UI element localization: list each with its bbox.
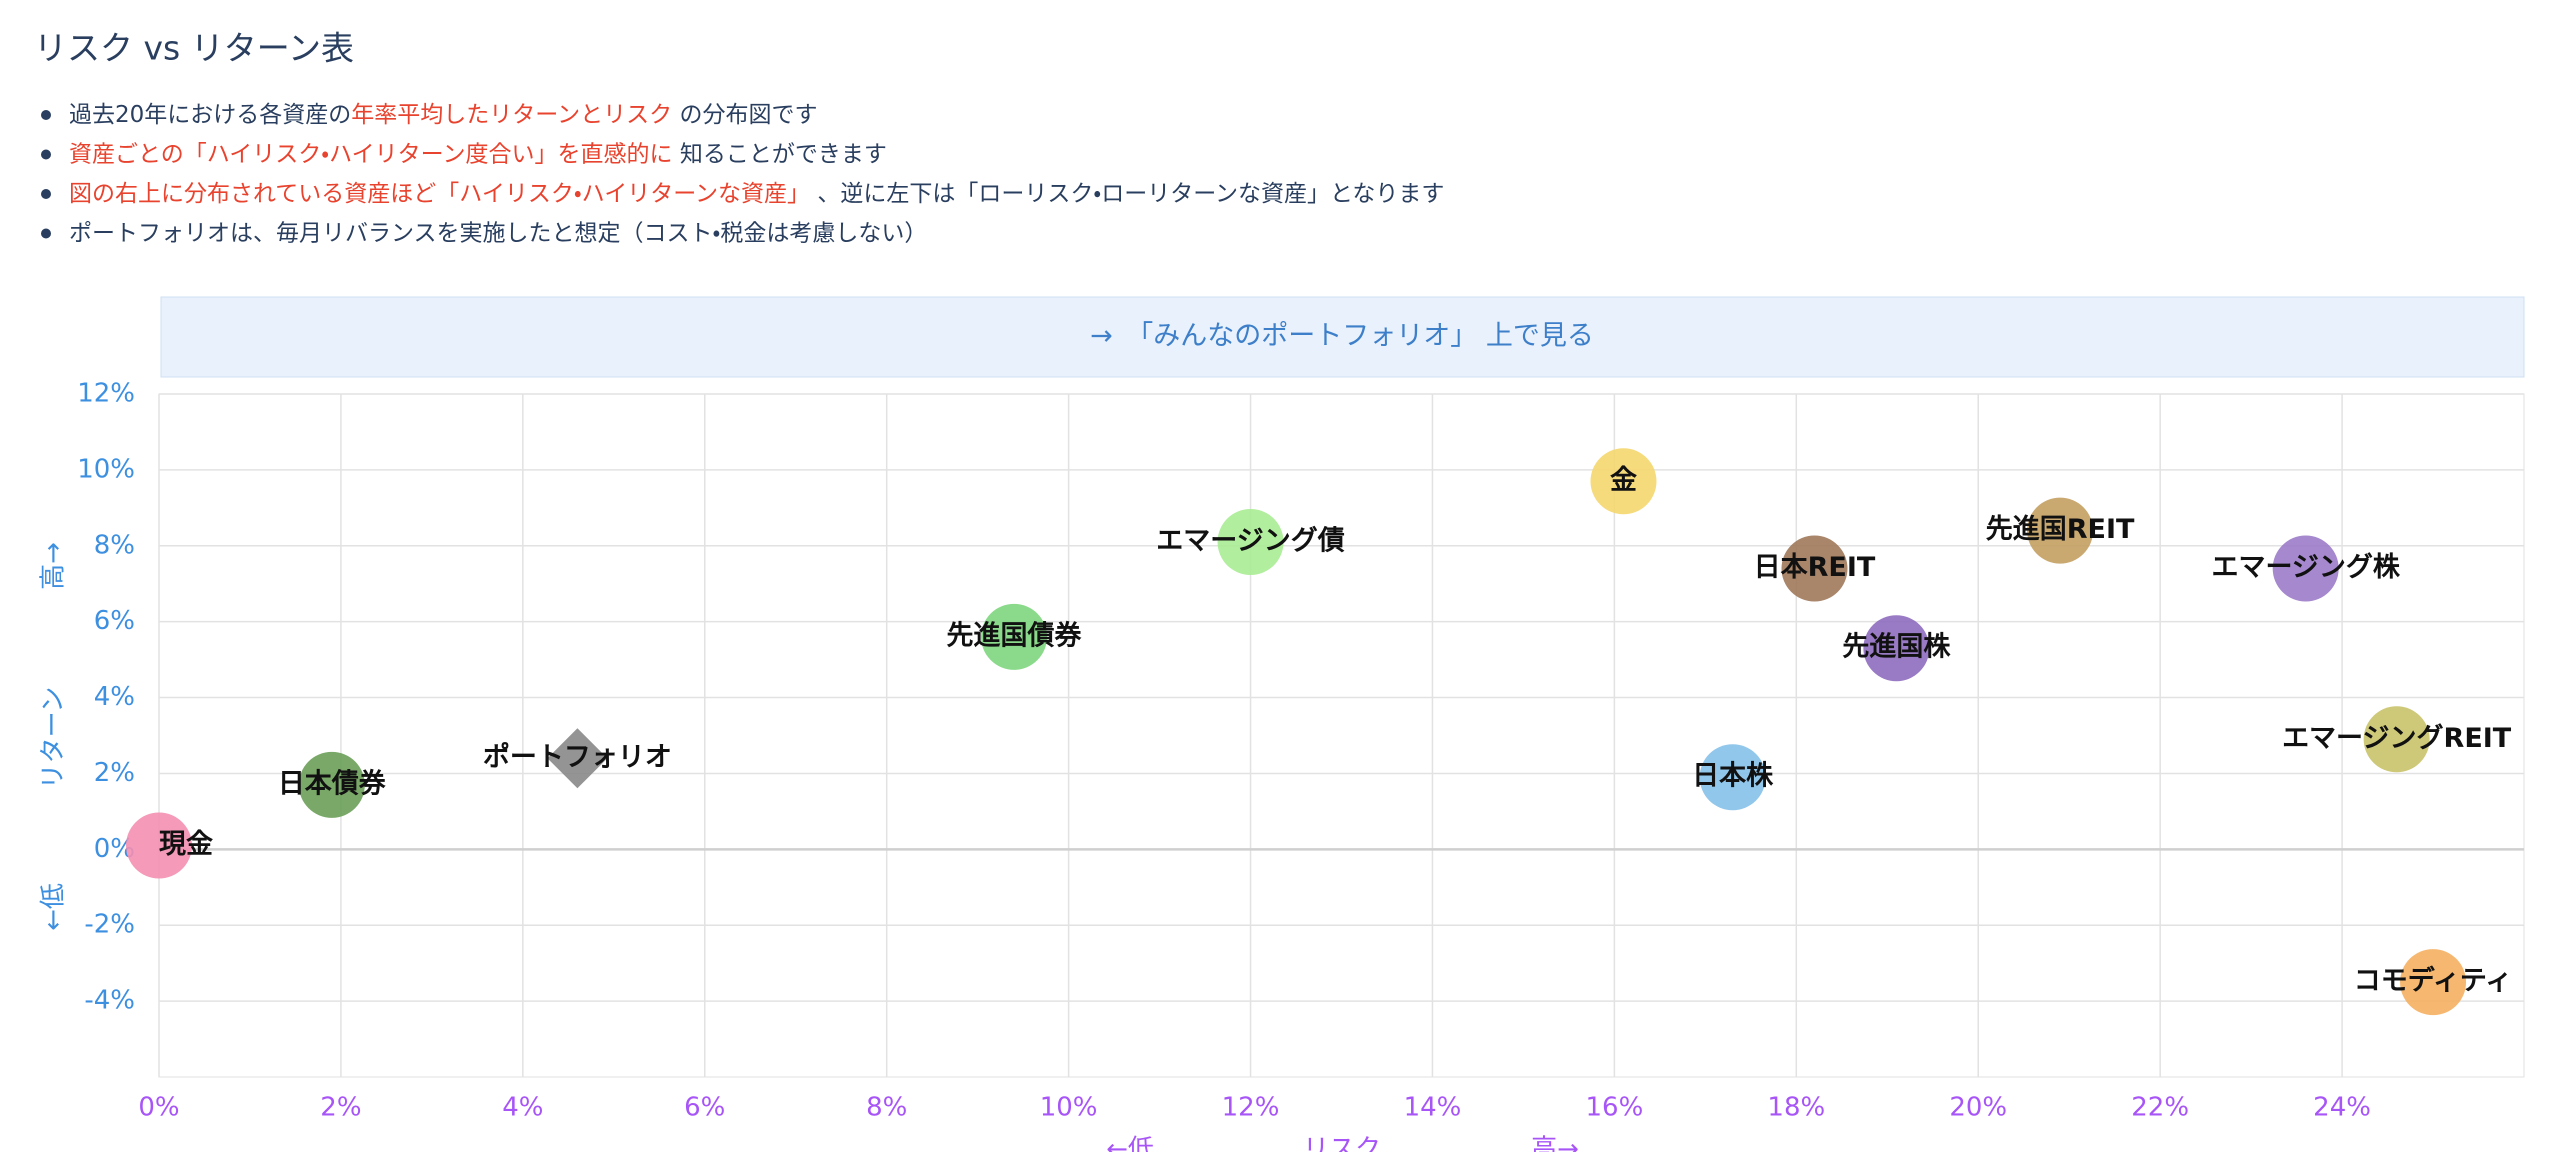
point xyxy=(1863,615,1930,682)
point xyxy=(547,728,608,789)
point xyxy=(1217,508,1284,575)
x-tick-label: 4% xyxy=(502,1093,543,1123)
point-label: 日本株 xyxy=(1692,761,1774,792)
point-label: 先進国株 xyxy=(1842,632,1951,663)
bullet-segment: の分布図です xyxy=(672,102,817,128)
y-tick-label: 10% xyxy=(77,454,135,484)
y-axis-label: 高→ xyxy=(39,542,69,590)
bullet-highlight: 年率平均したリターンとリスク xyxy=(351,102,672,128)
bullet-segment: 、逆に左下は「ローリスク・ローリターンな資産」となります xyxy=(810,181,1444,207)
x-tick-label: 16% xyxy=(1585,1093,1643,1123)
link-text[interactable]: → 「みんなのポートフォリオ」 上で見る xyxy=(1090,321,1594,352)
x-tick-label: 0% xyxy=(138,1093,179,1123)
point-label: 先進国REIT xyxy=(1986,514,2135,545)
x-tick-label: 10% xyxy=(1040,1093,1098,1123)
point-label: エマージング株 xyxy=(2211,551,2400,583)
bullet-dot xyxy=(41,110,51,120)
point xyxy=(2027,497,2094,564)
point xyxy=(2400,949,2467,1016)
link-box[interactable] xyxy=(160,296,2525,378)
bullet-segment: 過去20年における各資産の xyxy=(69,102,351,128)
point-label: 金 xyxy=(1610,465,1637,496)
point xyxy=(1699,744,1766,811)
point xyxy=(1781,535,1848,602)
x-axis-label: ←低 xyxy=(1106,1135,1154,1152)
point xyxy=(1590,448,1657,515)
bullet-text: 資産ごとの「ハイリスク・ハイリターン度合い」を直感的に 知ることができます xyxy=(69,141,887,167)
y-tick-label: -2% xyxy=(84,910,135,940)
point-label: エマージング債 xyxy=(1156,524,1344,556)
point-label: 日本債券 xyxy=(278,768,386,799)
point xyxy=(2363,706,2430,773)
point-label: ポートフォリオ xyxy=(483,742,672,773)
x-tick-label: 14% xyxy=(1404,1093,1462,1123)
bullet-dot xyxy=(41,228,51,239)
y-tick-label: 2% xyxy=(94,758,135,788)
x-tick-label: 2% xyxy=(320,1093,361,1123)
point xyxy=(126,812,192,879)
y-tick-label: 12% xyxy=(77,379,135,409)
point xyxy=(981,603,1048,670)
bullet-segment: 知ることができます xyxy=(673,141,887,167)
x-tick-label: 6% xyxy=(684,1093,725,1123)
bullet-highlight: 図の右上に分布されている資産ほど「ハイリスク・ハイリターンな資産」 xyxy=(69,181,810,207)
x-axis-label: 高→ xyxy=(1531,1135,1579,1152)
x-tick-label: 18% xyxy=(1767,1093,1825,1123)
x-axis-label: リスク xyxy=(1303,1135,1381,1152)
x-tick-label: 24% xyxy=(2313,1093,2371,1123)
y-tick-label: -4% xyxy=(84,986,135,1016)
plot-area xyxy=(158,393,2525,1078)
bullet-text: 過去20年における各資産の年率平均したリターンとリスク の分布図です xyxy=(69,102,817,128)
page-title: リスク vs リターン表 xyxy=(34,29,354,68)
y-tick-label: 4% xyxy=(94,682,135,712)
bullet-segment: ポートフォリオは、毎月リバランスを実施したと想定（コスト・税金は考慮しない） xyxy=(69,220,927,246)
bullet-dot xyxy=(41,189,51,199)
y-axis-label: リターン xyxy=(39,687,69,790)
point-label: 現金 xyxy=(159,829,213,860)
bullet-text: 図の右上に分布されている資産ほど「ハイリスク・ハイリターンな資産」 、逆に左下は… xyxy=(69,181,1444,207)
point xyxy=(2272,535,2339,602)
y-tick-label: 6% xyxy=(94,606,135,636)
link-button[interactable]: → 「みんなのポートフォリオ」 上で見る xyxy=(160,296,2525,378)
x-tick-label: 20% xyxy=(1949,1093,2007,1123)
point-label: 日本REIT xyxy=(1754,552,1876,583)
bullet-highlight: 資産ごとの「ハイリスク・ハイリターン度合い」を直感的に xyxy=(69,141,673,167)
point-label: 先進国債券 xyxy=(947,620,1082,651)
point-label: エマージングREIT xyxy=(2282,722,2512,754)
bullet-dot xyxy=(41,149,51,160)
x-tick-label: 8% xyxy=(866,1093,907,1123)
bullet-text: ポートフォリオは、毎月リバランスを実施したと想定（コスト・税金は考慮しない） xyxy=(69,220,927,246)
x-tick-label: 12% xyxy=(1222,1093,1280,1123)
point xyxy=(298,751,365,818)
y-axis-label: ←低 xyxy=(39,883,69,931)
x-tick-label: 22% xyxy=(2131,1093,2189,1123)
y-tick-label: 8% xyxy=(94,530,135,560)
point-label: コモディティ xyxy=(2354,965,2513,997)
